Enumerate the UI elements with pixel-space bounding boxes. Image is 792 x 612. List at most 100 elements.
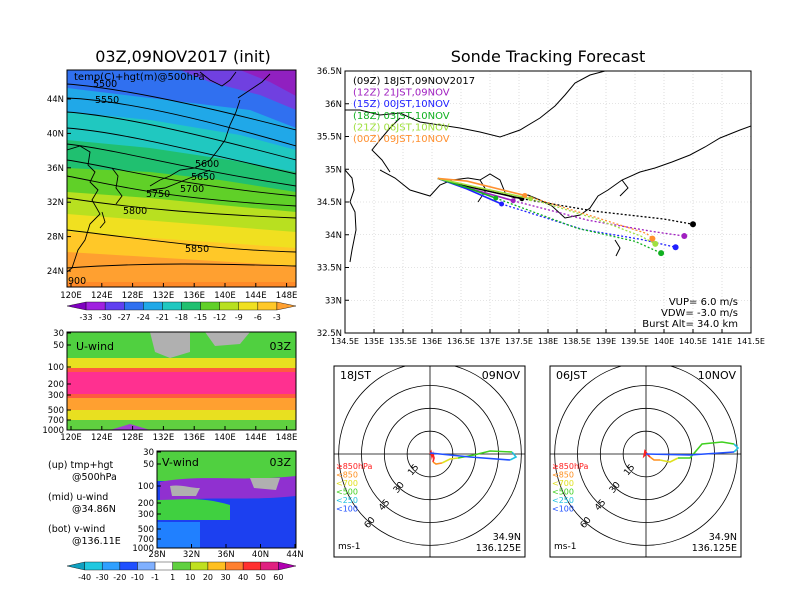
hodo-unit: ms-1 xyxy=(338,542,360,552)
hodo-trace xyxy=(429,452,511,461)
hodo-lat: 34.9N xyxy=(709,532,737,543)
pressure-legend: <700 xyxy=(336,479,358,488)
lon-tick-label: 136E xyxy=(183,291,205,301)
burst-point xyxy=(493,195,499,201)
colorbar-swatch xyxy=(124,301,144,311)
lon-tick-label: 137.5E xyxy=(505,337,533,346)
lon-tick-label: 128E xyxy=(122,291,144,301)
lon-tick-label: 140E xyxy=(654,337,674,346)
lon-tick-label: 139E xyxy=(596,337,616,346)
lon-tick-label: 132E xyxy=(153,291,175,301)
contour-label: 5750 xyxy=(146,189,170,200)
lon-tick-label: 138E xyxy=(538,337,558,346)
p-tick-label: 200 xyxy=(138,499,154,509)
colorbar-label: 10 xyxy=(185,573,195,582)
colorbar-label: -1 xyxy=(151,573,159,582)
hodo-date: 09NOV xyxy=(482,369,521,382)
colorbar-label: -3 xyxy=(273,313,281,322)
lat-tick-label: 34.5N xyxy=(317,198,342,208)
hodo-time: 06JST xyxy=(556,369,587,382)
colorbar-swatch xyxy=(137,561,156,571)
colorbar-swatch xyxy=(84,561,103,571)
colorbar-label: -6 xyxy=(254,313,262,322)
lon-tick-label: 140E xyxy=(214,291,236,301)
legend-line: @500hPa xyxy=(72,472,117,483)
lon-tick-label: 135E xyxy=(364,337,384,346)
u-wind-panel xyxy=(67,332,296,430)
hodo-time: 18JST xyxy=(340,369,371,382)
colorbar-label: -12 xyxy=(213,313,226,322)
p-tick-label: 30 xyxy=(53,329,64,339)
colorbar-swatch xyxy=(225,561,244,571)
colorbar-swatch xyxy=(172,561,191,571)
japan-coast xyxy=(345,71,751,263)
hodo-lon: 136.125E xyxy=(692,543,737,554)
contour-label: 5850 xyxy=(185,244,209,255)
p-tick-label: 500 xyxy=(48,406,64,416)
colorbar-label: -30 xyxy=(96,573,109,582)
hodo-trace xyxy=(678,441,735,459)
lon-tick-label: 140.5E xyxy=(679,337,707,346)
hodo-trace xyxy=(659,457,679,463)
p-tick-label: 300 xyxy=(48,391,64,401)
legend-line: (up) tmp+hgt xyxy=(48,460,114,471)
colorbar-label: -40 xyxy=(78,573,91,582)
hodo-lat: 34.9N xyxy=(493,532,521,543)
lat-tick-label: 33N xyxy=(325,296,342,306)
colorbar-swatch xyxy=(66,561,85,571)
lon-tick-label: 137E xyxy=(480,337,500,346)
hodo-trace xyxy=(642,449,651,459)
lon-tick-label: 141E xyxy=(712,337,732,346)
lat-tick-label: 35N xyxy=(325,165,342,175)
lon-tick-label: 135.5E xyxy=(389,337,417,346)
colorbar-swatch xyxy=(162,301,182,311)
hodo-trace xyxy=(645,451,735,456)
lat-tick-label: 36N xyxy=(217,550,234,560)
coastlines xyxy=(67,71,271,273)
pressure-legend: <100 xyxy=(552,505,574,514)
colorbar-swatch xyxy=(85,301,106,311)
pressure-legend: <500 xyxy=(336,488,358,497)
landing-point xyxy=(681,233,688,240)
p-tick-label: 1000 xyxy=(42,426,64,436)
lon-tick-label: 140E xyxy=(214,433,236,443)
colorbar-label: -21 xyxy=(156,313,169,322)
p-tick-label: 50 xyxy=(143,460,154,470)
track-descent xyxy=(530,198,656,245)
legend-line: @136.11E xyxy=(72,536,121,547)
colorbar-swatch xyxy=(181,301,201,311)
colorbar-label: -18 xyxy=(175,313,188,322)
track-legend: (09Z) 18JST,09NOV2017(12Z) 21JST,09NOV(1… xyxy=(353,76,475,145)
lon-tick-label: 136E xyxy=(422,337,442,346)
hodo-trace xyxy=(509,451,518,461)
landing-point xyxy=(690,221,696,228)
p-tick-label: 100 xyxy=(48,363,64,373)
p-tick-label: 1000 xyxy=(132,544,154,554)
p-tick-label: 500 xyxy=(138,525,154,535)
p-tick-label: 200 xyxy=(48,380,64,390)
colorbar-swatch xyxy=(200,301,220,311)
lon-tick-label: 136E xyxy=(183,433,205,443)
colorbar-label: -30 xyxy=(99,313,112,322)
track-ascent xyxy=(437,177,531,200)
lon-tick-label: 148E xyxy=(276,433,298,443)
hodo-lon: 136.125E xyxy=(476,543,521,554)
colorbar-swatch xyxy=(238,301,259,311)
u-wind-title: U-wind xyxy=(76,340,114,353)
param-vup: VUP= 6.0 m/s xyxy=(669,297,738,308)
lat-tick-label: 44N xyxy=(286,550,303,560)
p-tick-label: 50 xyxy=(53,341,64,351)
colorbar-swatch xyxy=(260,561,279,571)
colorbar-label: 50 xyxy=(256,573,266,582)
wind-colorbar: -40 -30 -20 -10 -1 1 10 20 30 40 50 60 xyxy=(66,561,297,582)
colorbar-label: -10 xyxy=(131,573,144,582)
p-tick-label: 700 xyxy=(48,416,64,426)
burst-point xyxy=(499,201,505,207)
pressure-legend: <500 xyxy=(552,488,574,497)
temp-colorbar: -33 -30 -27 -24 -21 -18 -15 -12 -9 -6 -3 xyxy=(66,301,297,322)
legend-entry: (09Z) 18JST,09NOV2017 xyxy=(353,76,475,87)
track-ascent xyxy=(437,177,525,197)
lon-tick-label: 132E xyxy=(153,433,175,443)
